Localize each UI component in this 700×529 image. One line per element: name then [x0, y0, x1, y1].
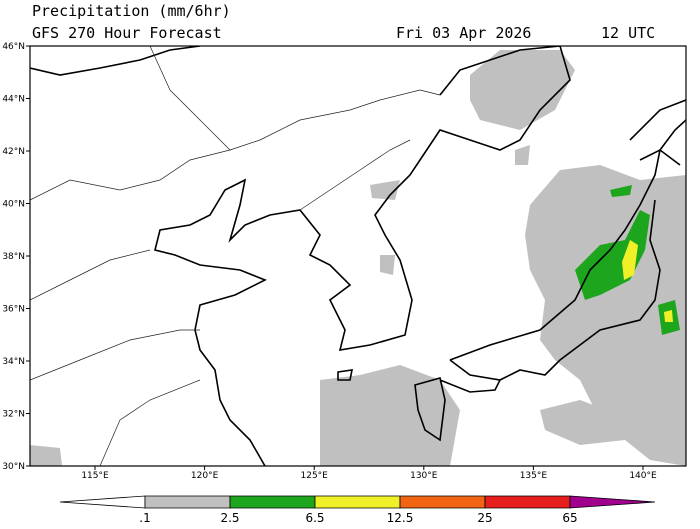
lon-label: 115°E: [81, 471, 109, 481]
title: Precipitation (mm/6hr): [32, 2, 231, 20]
lat-label: 38°N: [2, 252, 25, 262]
legend-swatch: [399, 495, 486, 509]
borders: [30, 46, 441, 466]
precipitation: [30, 50, 686, 466]
lat-label: 34°N: [2, 357, 25, 367]
legend-swatch: [59, 495, 146, 509]
lat-label: 46°N: [2, 42, 25, 52]
coastlines: [30, 46, 686, 466]
lat-label: 32°N: [2, 410, 25, 420]
legend-label: 65: [562, 511, 577, 525]
legend-swatch: [314, 495, 401, 509]
lon-label: 120°E: [191, 471, 219, 481]
lat-label: 30°N: [2, 462, 25, 472]
lat-label: 44°N: [2, 95, 25, 105]
lat-label: 36°N: [2, 305, 25, 315]
lon-label: 140°E: [629, 471, 657, 481]
map: [30, 46, 686, 466]
legend-swatch: [484, 495, 571, 509]
legend-label: 2.5: [220, 511, 239, 525]
lon-label: 135°E: [520, 471, 548, 481]
legend-label: 6.5: [305, 511, 324, 525]
legend-label: 25: [477, 511, 492, 525]
legend-label: .1: [139, 511, 150, 525]
legend-label: 12.5: [387, 511, 414, 525]
date: Fri 03 Apr 2026: [396, 24, 531, 42]
lon-label: 125°E: [301, 471, 329, 481]
lat-label: 42°N: [2, 147, 25, 157]
lon-label: 130°E: [410, 471, 438, 481]
legend-swatch: [229, 495, 316, 509]
time: 12 UTC: [601, 24, 655, 42]
subtitle: GFS 270 Hour Forecast: [32, 24, 222, 42]
legend-swatch: [144, 495, 231, 509]
legend-swatch: [569, 495, 656, 509]
lat-label: 40°N: [2, 200, 25, 210]
